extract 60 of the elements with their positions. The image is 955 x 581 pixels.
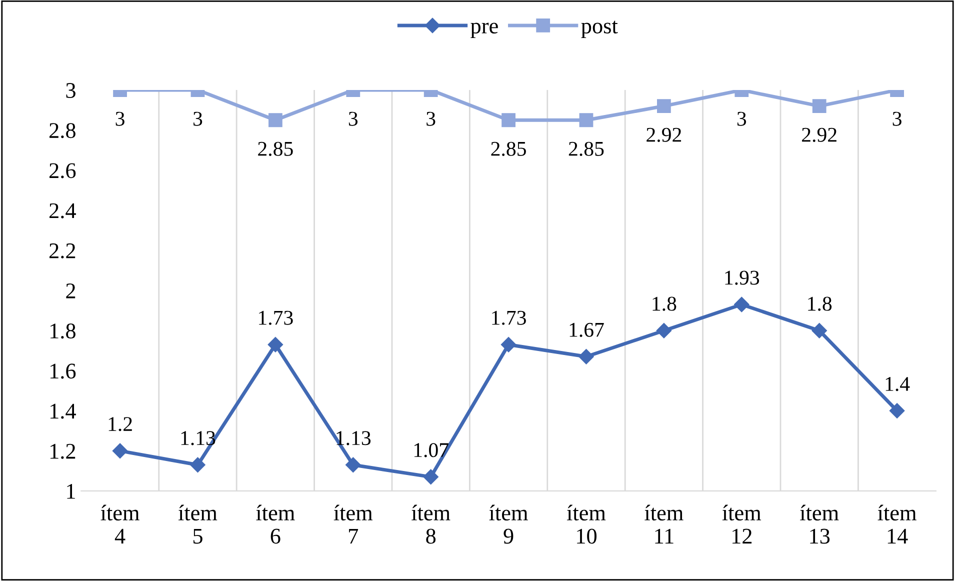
- y-tick-label: 1.2: [50, 444, 76, 459]
- x-tick-label: ítem 6: [256, 504, 295, 544]
- x-tick-label: ítem 8: [412, 504, 450, 544]
- data-label: 1.67: [570, 322, 604, 337]
- y-tick-label: 2: [66, 283, 76, 298]
- point: [500, 337, 516, 352]
- y-tick-label: 1.8: [50, 324, 76, 339]
- x-tick-label: ítem 11: [644, 504, 684, 544]
- point: [268, 113, 282, 128]
- x-tick-label: ítem 5: [178, 504, 218, 544]
- point: [889, 403, 905, 418]
- legend-label: pre: [470, 22, 498, 38]
- data-label: 1.13: [336, 431, 371, 446]
- x-tick-label: ítem 13: [800, 504, 839, 544]
- y-tick-label: 2.4: [50, 203, 76, 218]
- data-label: 3: [194, 112, 202, 126]
- data-label: 1.93: [725, 270, 760, 285]
- y-tick-label: 2.6: [50, 163, 76, 178]
- point: [656, 99, 671, 114]
- data-label: 2.92: [646, 128, 682, 142]
- data-label: 3: [116, 112, 124, 126]
- x-tick-label: ítem 10: [566, 504, 606, 544]
- x-tick-label: ítem 14: [878, 504, 916, 544]
- x-tick-label: ítem 9: [489, 504, 528, 544]
- y-tick-label: 1.4: [50, 404, 76, 419]
- point: [346, 457, 361, 472]
- y-tick-label: 2.2: [50, 243, 76, 258]
- data-label: 3: [426, 112, 436, 126]
- point: [812, 323, 827, 338]
- legend-label: post: [581, 20, 618, 38]
- data-label: 2.85: [568, 142, 604, 156]
- point: [190, 457, 206, 472]
- y-tick-label: 2.8: [50, 123, 76, 138]
- y-tick-label: 1.6: [50, 364, 76, 379]
- point: [579, 113, 594, 128]
- x-tick-label: ítem 4: [100, 504, 140, 544]
- x-tick-label: ítem 12: [722, 504, 762, 544]
- y-tick-label: 3: [66, 83, 76, 98]
- point: [112, 443, 128, 458]
- point: [502, 113, 516, 128]
- data-label: 2.85: [258, 142, 293, 156]
- data-label: 1.8: [808, 296, 832, 311]
- data-label: 1.4: [886, 377, 910, 392]
- data-label: 3: [737, 112, 746, 126]
- x-tick-label: ítem 7: [334, 504, 373, 544]
- data-label: 2.85: [491, 142, 526, 156]
- point: [268, 337, 283, 352]
- data-label: 3: [892, 112, 902, 126]
- point: [812, 99, 826, 114]
- point: [734, 296, 750, 312]
- y-tick-label: 1: [67, 484, 75, 499]
- data-label: 2.92: [802, 128, 836, 142]
- point: [423, 469, 438, 484]
- point: [578, 349, 594, 364]
- data-label: 1.2: [108, 417, 132, 432]
- data-label: 1.73: [259, 310, 293, 325]
- data-label: 1.73: [492, 310, 526, 325]
- data-label: 1.8: [652, 296, 676, 311]
- point: [656, 323, 672, 338]
- data-label: 3: [348, 112, 358, 126]
